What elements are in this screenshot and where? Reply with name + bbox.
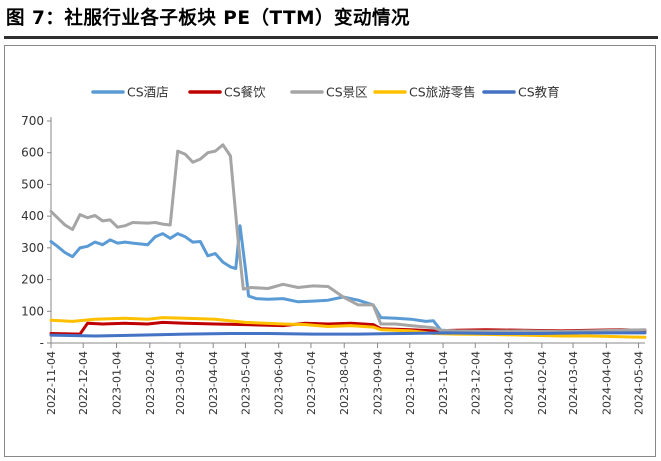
- y-tick-label: 600: [21, 146, 44, 160]
- y-tick-label: 400: [21, 209, 44, 223]
- x-tick-label: 2023-07-04: [305, 351, 318, 415]
- y-tick-label: 200: [21, 273, 44, 287]
- series-line-5: [49, 331, 647, 338]
- x-tick-label: 2023-11-04: [437, 351, 450, 415]
- x-tick-label: 2023-03-04: [174, 351, 187, 415]
- y-tick-label: 500: [21, 177, 44, 191]
- x-tick-label: 2022-12-04: [77, 351, 90, 415]
- y-tick-label: 700: [21, 114, 44, 128]
- x-tick-label: 2023-06-04: [273, 351, 286, 415]
- x-tick-label: 2023-12-04: [469, 351, 482, 415]
- legend-label-1: CS酒店: [127, 85, 169, 100]
- x-tick-label: 2023-01-04: [111, 351, 124, 415]
- series-line-3: [49, 143, 647, 334]
- x-tick-label: 2024-02-04: [536, 351, 549, 415]
- x-tick-label: 2024-03-04: [567, 351, 580, 415]
- x-tick-label: 2024-05-04: [633, 351, 646, 415]
- x-tick-label: 2023-02-04: [144, 351, 157, 415]
- legend-label-2: CS餐饮: [224, 85, 266, 100]
- legend-label-3: CS景区: [326, 85, 368, 100]
- y-tick-label: 100: [21, 304, 44, 318]
- x-tick-label: 2023-10-04: [404, 351, 417, 415]
- x-tick-label: 2023-04-04: [207, 351, 220, 415]
- y-tick-label: 300: [21, 241, 44, 255]
- x-tick-label: 2022-11-04: [45, 351, 58, 415]
- pe-line-chart: - 100 200 300 400 500 600 700 2022-11-04 2022-12-…: [21, 85, 647, 415]
- legend-label-5: CS教育: [518, 85, 560, 100]
- x-tick-label: 2023-05-04: [239, 351, 252, 415]
- x-tick-label: 2024-04-04: [600, 351, 613, 415]
- legend-label-4: CS旅游零售: [409, 85, 476, 100]
- chart-frame: - 100 200 300 400 500 600 700 2022-11-04 2022-12-…: [4, 45, 656, 457]
- series-line-4: [49, 316, 647, 339]
- x-tick-label: 2024-01-04: [503, 351, 516, 415]
- y-tick-label: -: [40, 336, 44, 350]
- x-tick-label: 2023-08-04: [338, 351, 351, 415]
- figure-title: 图 7：社服行业各子板块 PE（TTM）变动情况: [6, 8, 411, 29]
- title-divider: [4, 36, 658, 39]
- x-tick-label: 2023-09-04: [372, 351, 385, 415]
- series-line-1: [49, 224, 647, 334]
